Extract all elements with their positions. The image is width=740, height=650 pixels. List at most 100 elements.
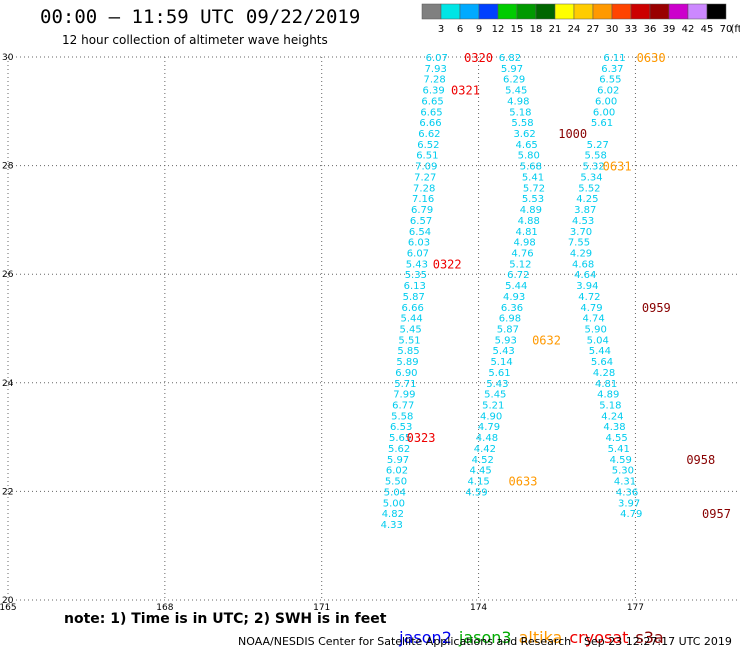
swh-data-label: 4.45: [470, 466, 492, 477]
swh-data-label: 7.16: [412, 194, 434, 205]
colorbar-tick-label: 70: [720, 24, 733, 35]
legend-s3a: s3a: [635, 628, 664, 647]
swh-data-label: 5.90: [585, 325, 607, 336]
colorbar-tick-label: 24: [568, 24, 581, 35]
swh-data-label: 4.31: [614, 477, 636, 488]
swh-data-label: 4.82: [382, 509, 404, 520]
swh-data-label: 3.70: [570, 227, 592, 238]
swh-data-label: 5.97: [387, 455, 409, 466]
swh-data-label: 4.89: [597, 390, 619, 401]
swh-data-label: 6.07: [426, 53, 448, 64]
pass-time-label: 0630: [637, 51, 666, 65]
swh-data-label: 5.65: [389, 433, 411, 444]
swh-data-label: 4.88: [518, 216, 540, 227]
pass-time-label: 0957: [702, 507, 731, 521]
pass-time-label: 0320: [464, 51, 493, 65]
colorbar-unit: (ft): [730, 24, 740, 35]
swh-data-label: 4.36: [616, 487, 638, 498]
pass-time-label: 0323: [407, 431, 436, 445]
swh-data-label: 6.39: [422, 86, 444, 97]
swh-data-label: 5.44: [505, 281, 527, 292]
satellite-legend: jason2 jason3 altika cryosat s3a: [389, 609, 671, 647]
swh-data-label: 6.11: [603, 53, 625, 64]
swh-data-label: 5.87: [403, 292, 425, 303]
swh-data-label: 6.53: [390, 422, 412, 433]
swh-data-label: 5.30: [612, 466, 634, 477]
swh-data-label: 6.72: [507, 270, 529, 281]
swh-data-label: 4.79: [580, 303, 602, 314]
swh-data-label: 4.68: [572, 259, 594, 270]
swh-data-label: 5.53: [522, 194, 544, 205]
swh-data-label: 5.61: [591, 118, 613, 129]
y-tick-label: 30: [2, 53, 14, 63]
pass-time-label: 0958: [686, 453, 715, 467]
swh-data-label: 5.62: [388, 444, 410, 455]
swh-data-label: 4.98: [513, 238, 535, 249]
colorbar-tick-label: 42: [682, 24, 695, 35]
chart-title: 00:00 – 11:59 UTC 09/22/2019: [40, 6, 361, 28]
swh-data-label: 5.58: [511, 118, 533, 129]
swh-data-label: 6.51: [416, 151, 438, 162]
swh-data-label: 4.90: [480, 411, 502, 422]
swh-data-label: 5.58: [585, 151, 607, 162]
legend-jason3: jason3: [458, 628, 512, 647]
y-tick-label: 20: [2, 596, 14, 606]
y-tick-label: 28: [2, 162, 14, 172]
swh-data-label: 7.28: [413, 183, 435, 194]
chart-subtitle: 12 hour collection of altimeter wave hei…: [62, 33, 328, 47]
swh-data-label: 5.97: [501, 64, 523, 75]
swh-data-label: 5.85: [397, 346, 419, 357]
swh-data-label: 5.21: [482, 401, 504, 412]
swh-data-label: 5.04: [587, 335, 609, 346]
swh-data-label: 6.37: [601, 64, 623, 75]
x-tick-label: 165: [0, 603, 17, 610]
colorbar-tick-label: 36: [644, 24, 657, 35]
swh-data-label: 3.94: [576, 281, 598, 292]
swh-data-label: 5.41: [608, 444, 630, 455]
swh-data-label: 4.42: [474, 444, 496, 455]
swh-data-label: 6.65: [420, 107, 442, 118]
swh-data-label: 5.50: [385, 477, 407, 488]
swh-data-label: 4.25: [576, 194, 598, 205]
swh-data-label: 6.54: [409, 227, 431, 238]
swh-data-label: 3.62: [513, 129, 535, 140]
swh-data-label: 4.24: [601, 411, 623, 422]
swh-data-label: 4.64: [574, 270, 596, 281]
swh-data-label: 5.80: [518, 151, 540, 162]
colorbar-tick-label: 30: [606, 24, 619, 35]
colorbar-tick-label: 39: [663, 24, 676, 35]
swh-data-label: 5.43: [406, 259, 428, 270]
swh-data-label: 4.33: [381, 520, 403, 531]
swh-data-label: 4.29: [570, 248, 592, 259]
x-tick-label: 177: [627, 603, 644, 610]
swh-data-label: 5.43: [486, 379, 508, 390]
swh-data-label: 5.43: [493, 346, 515, 357]
pass-time-label: 0322: [433, 257, 462, 271]
colorbar-tick-label: 12: [492, 24, 505, 35]
swh-data-label: 4.98: [507, 96, 529, 107]
colorbar-tick-label: 3: [438, 24, 444, 35]
swh-data-label: 5.27: [587, 140, 609, 151]
swh-data-label: 7.28: [424, 75, 446, 86]
swh-data-label: 6.52: [417, 140, 439, 151]
swh-data-label: 6.66: [419, 118, 441, 129]
colorbar-tick-label: 33: [625, 24, 638, 35]
swh-data-label: 4.55: [605, 433, 627, 444]
swh-data-label: 4.59: [465, 487, 487, 498]
y-tick-label: 24: [2, 379, 14, 389]
swh-data-label: 7.09: [415, 162, 437, 173]
swh-data-label: 4.48: [476, 433, 498, 444]
colorbar-tick-label: 21: [549, 24, 562, 35]
swh-data-label: 6.36: [501, 303, 523, 314]
swh-data-label: 4.81: [516, 227, 538, 238]
swh-data-label: 4.15: [467, 477, 489, 488]
swh-data-label: 7.27: [414, 172, 436, 183]
swh-data-label: 6.02: [386, 466, 408, 477]
swh-data-label: 5.35: [405, 270, 427, 281]
legend-jason2: jason2: [399, 628, 452, 647]
swh-data-label: 6.82: [499, 53, 521, 64]
swh-data-label: 6.98: [499, 314, 521, 325]
swh-data-label: 6.90: [395, 368, 417, 379]
swh-data-label: 5.89: [396, 357, 418, 368]
